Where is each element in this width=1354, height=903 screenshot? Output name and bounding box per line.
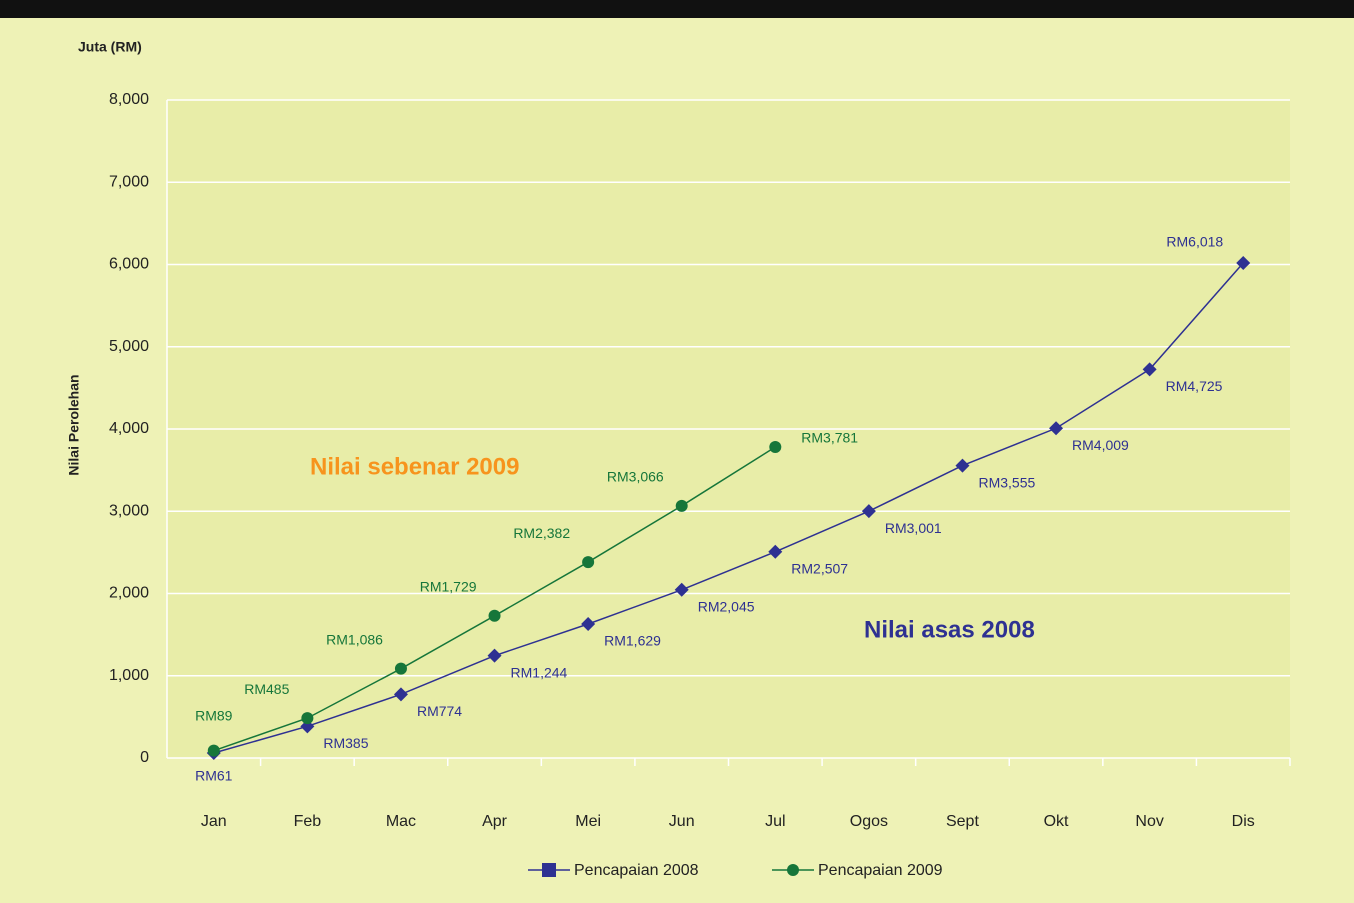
y-tick-label: 6,000 — [109, 256, 149, 273]
x-tick-label: Apr — [482, 813, 508, 830]
data-label: RM4,009 — [1072, 437, 1129, 453]
x-tick-label: Mei — [575, 813, 601, 830]
data-label: RM774 — [417, 703, 462, 719]
y-tick-label: 4,000 — [109, 420, 149, 437]
annotation: Nilai asas 2008 — [864, 616, 1035, 643]
point — [1049, 421, 1064, 436]
data-label: RM1,086 — [326, 631, 383, 647]
point — [488, 609, 501, 622]
data-label: RM1,629 — [604, 633, 661, 649]
x-tick-label: Jul — [765, 813, 785, 830]
data-label: RM3,066 — [607, 469, 664, 485]
y-tick-label: 7,000 — [109, 173, 149, 190]
x-tick-label: Ogos — [850, 813, 888, 830]
x-tick-label: Sept — [946, 813, 979, 830]
data-label: RM1,729 — [420, 578, 477, 594]
legend-marker — [542, 863, 556, 877]
y-axis-label: Nilai Perolehan — [66, 374, 82, 475]
point — [581, 617, 596, 632]
top-bar — [0, 0, 1354, 18]
point — [301, 712, 314, 725]
point — [207, 744, 220, 757]
legend-marker — [787, 864, 799, 876]
x-tick-label: Dis — [1232, 813, 1255, 830]
point — [1142, 362, 1157, 377]
point — [861, 504, 876, 519]
data-label: RM2,507 — [791, 561, 848, 577]
x-tick-label: Nov — [1135, 813, 1163, 830]
y-tick-label: 3,000 — [109, 502, 149, 519]
legend-label: Pencapaian 2009 — [818, 862, 943, 879]
annotation: Nilai sebenar 2009 — [310, 453, 519, 480]
data-label: RM3,781 — [801, 430, 858, 446]
data-label: RM4,725 — [1166, 378, 1223, 394]
data-label: RM1,244 — [511, 664, 568, 680]
data-label: RM485 — [244, 681, 289, 697]
x-tick-label: Mac — [386, 813, 416, 830]
data-label: RM2,382 — [513, 525, 570, 541]
x-tick-label: Jan — [201, 813, 227, 830]
y-tick-label: 5,000 — [109, 338, 149, 355]
x-tick-label: Jun — [669, 813, 695, 830]
point — [675, 499, 688, 512]
point — [394, 662, 407, 675]
data-label: RM6,018 — [1166, 234, 1223, 250]
point — [768, 544, 783, 559]
point — [955, 458, 970, 473]
legend-label: Pencapaian 2008 — [574, 862, 699, 879]
point — [674, 582, 689, 597]
data-label: RM3,001 — [885, 520, 942, 536]
y-tick-label: 2,000 — [109, 585, 149, 602]
point — [487, 648, 502, 663]
point — [769, 441, 782, 454]
data-label: RM385 — [323, 735, 368, 751]
y-tick-label: 8,000 — [109, 91, 149, 108]
point — [1236, 256, 1251, 271]
data-label: RM89 — [195, 707, 233, 723]
x-tick-label: Feb — [294, 813, 322, 830]
chart-title: Juta (RM) — [78, 39, 142, 55]
series-line — [213, 262, 1244, 754]
point — [582, 556, 595, 569]
y-tick-label: 0 — [140, 749, 149, 766]
y-tick-label: 1,000 — [109, 667, 149, 684]
data-label: RM2,045 — [698, 599, 755, 615]
data-label: RM61 — [195, 768, 233, 784]
point — [393, 687, 408, 702]
data-label: RM3,555 — [978, 474, 1035, 490]
x-tick-label: Okt — [1044, 813, 1069, 830]
